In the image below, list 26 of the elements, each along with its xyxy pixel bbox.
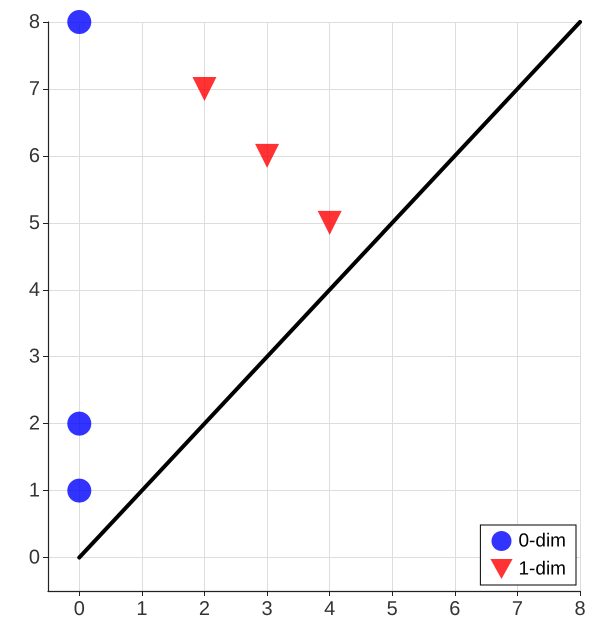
x-tick-label: 4 <box>324 598 336 620</box>
x-tick-label: 7 <box>512 598 523 620</box>
legend-label: 0-dim <box>518 530 566 552</box>
x-tick-label: 3 <box>261 598 273 620</box>
y-tick-label: 8 <box>28 11 40 33</box>
y-tick-label: 1 <box>28 480 40 502</box>
y-tick-label: 5 <box>28 212 40 234</box>
x-tick-label: 8 <box>574 598 586 620</box>
x-tick-label: 2 <box>198 598 210 620</box>
y-tick-label: 7 <box>28 78 40 100</box>
x-tick-label: 5 <box>386 598 398 620</box>
y-tick-label: 4 <box>28 278 40 301</box>
legend-label: 1-dim <box>518 558 566 580</box>
y-tick-label: 6 <box>28 144 40 167</box>
x-tick-label: 1 <box>136 598 148 620</box>
point <box>255 144 280 168</box>
point <box>318 210 342 235</box>
x-tick-label: 0 <box>74 598 85 620</box>
point <box>67 412 92 436</box>
y-tick-label: 0 <box>28 546 40 569</box>
point <box>192 76 216 101</box>
y-tick-label: 3 <box>28 346 40 368</box>
x-tick-label: 6 <box>449 598 460 620</box>
point <box>67 10 92 34</box>
y-tick-label: 2 <box>28 412 40 435</box>
point <box>67 478 92 503</box>
